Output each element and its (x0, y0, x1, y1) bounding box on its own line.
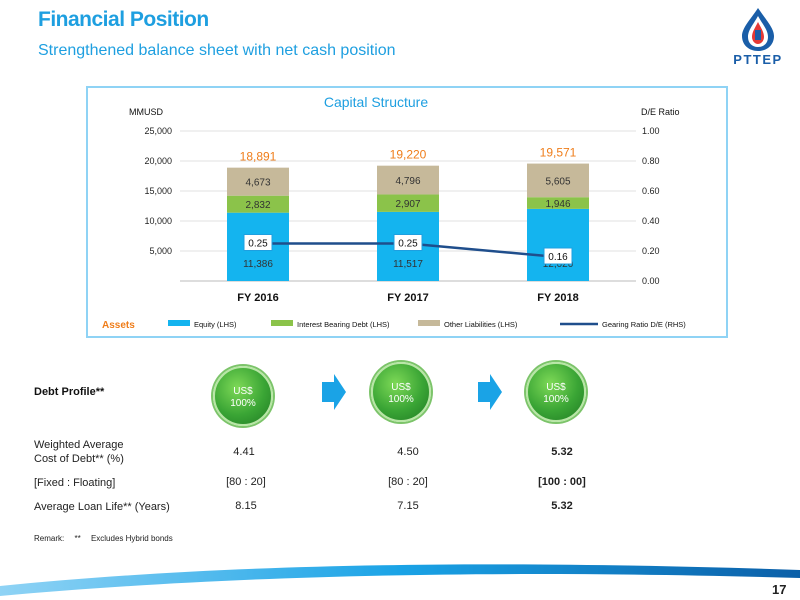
gearing-ratio-label-box (243, 234, 273, 251)
bar-data-label: 2,907 (395, 199, 420, 210)
remark-label: Remark: (34, 534, 65, 543)
y-axis-label: MMUSD (129, 107, 163, 117)
arrow-right-icon (478, 374, 502, 410)
bar-data-label: 11,386 (243, 259, 273, 270)
legend-label: Equity (LHS) (194, 320, 237, 329)
x-category-label: FY 2018 (537, 292, 578, 304)
gearing-ratio-label: 0.25 (398, 239, 418, 250)
gearing-ratio-label-box (393, 234, 423, 251)
legend-swatch (168, 320, 190, 326)
chart-title: Capital Structure (324, 94, 428, 110)
total-assets-label: 19,220 (390, 148, 427, 162)
bar-data-label: 5,605 (545, 176, 570, 187)
y-tick-label: 20,000 (144, 156, 172, 166)
currency-circle-line2: 100% (388, 394, 414, 405)
cost-of-debt-fy2017: 4.50 (397, 446, 419, 458)
gearing-ratio-label-box (543, 247, 573, 265)
y-tick-label: 5,000 (149, 246, 172, 256)
fixed-floating-fy2016: [80 : 20] (226, 476, 266, 488)
capital-structure-svg: Capital Structure MMUSD D/E Ratio 25,000 20,… (102, 94, 686, 331)
y2-tick-label: 0.80 (642, 156, 660, 166)
remark-text: Excludes Hybrid bonds (90, 534, 173, 543)
currency-circle-line2: 100% (543, 394, 569, 405)
bar-data-label: 4,796 (395, 176, 420, 187)
y2-tick-label: 0.20 (642, 246, 660, 256)
fixed-floating-fy2018: [100 : 00] (538, 476, 586, 488)
row-label-line2: Cost of Debt** (%) (34, 453, 124, 465)
gearing-ratio-label: 0.16 (548, 252, 568, 263)
pttep-flame-drop-icon (742, 8, 774, 51)
currency-circle-fy2017: US$ 100% (371, 362, 431, 422)
bar-segment (227, 195, 289, 213)
logo-text: PTTEP (733, 52, 783, 67)
y2-tick-label: 0.00 (642, 276, 660, 286)
legend-label: Gearing Ratio D/E (RHS) (602, 320, 686, 329)
legend-assets: Assets (102, 320, 135, 331)
bar-segment (527, 208, 589, 281)
total-assets-label: 18,891 (240, 150, 277, 164)
loan-life-fy2018: 5.32 (551, 500, 573, 512)
bar-segment (227, 167, 289, 196)
y2-tick-label: 0.40 (642, 216, 660, 226)
currency-circle-line1: US$ (233, 386, 253, 397)
remark: Remark: ** Excludes Hybrid bonds (34, 534, 173, 543)
bar-segment (527, 163, 589, 198)
loan-life-fy2016: 8.15 (235, 500, 257, 512)
cost-of-debt-fy2016: 4.41 (233, 446, 255, 458)
total-assets-label: 19,571 (540, 146, 577, 160)
page-number: 17 (772, 582, 787, 597)
arrow-right-icon (322, 374, 346, 410)
bar-data-label: 2,832 (245, 200, 270, 211)
page-title: Financial Position (38, 8, 209, 31)
row-label-loan-life: Average Loan Life** (Years) (34, 501, 170, 513)
bar-segment (527, 197, 589, 209)
y-tick-label: 15,000 (144, 186, 172, 196)
legend-label: Interest Bearing Debt (LHS) (297, 320, 390, 329)
currency-circle-line1: US$ (546, 382, 566, 393)
legend-swatch (418, 320, 440, 326)
row-label-fixed-floating: [Fixed : Floating] (34, 477, 116, 489)
legend-swatch (271, 320, 293, 326)
bar-data-label: 11,517 (393, 259, 423, 270)
row-label-line1: Weighted Average (34, 439, 124, 451)
debt-profile-label: Debt Profile** (34, 386, 105, 398)
y2-tick-label: 0.60 (642, 186, 660, 196)
capital-structure-chart: Capital Structure MMUSD D/E Ratio 25,000 20,… (86, 86, 728, 338)
loan-life-fy2017: 7.15 (397, 500, 419, 512)
gearing-ratio-label: 0.25 (248, 239, 268, 250)
bar-data-label: 4,673 (245, 178, 270, 189)
bar-segment (377, 165, 439, 195)
pttep-logo: PTTEP (722, 6, 794, 72)
currency-circle-fy2018: US$ 100% (526, 362, 586, 422)
x-category-label: FY 2016 (237, 292, 278, 304)
currency-circle-line1: US$ (391, 382, 411, 393)
fixed-floating-fy2017: [80 : 20] (388, 476, 428, 488)
currency-circle-fy2016: US$ 100% (213, 366, 273, 426)
y2-tick-label: 1.00 (642, 126, 660, 136)
bar-data-label: 1,946 (545, 199, 570, 210)
cost-of-debt-fy2018: 5.32 (551, 446, 573, 458)
row-label-cost-of-debt: Weighted Average Cost of Debt** (%) (34, 438, 124, 466)
y2-axis-label: D/E Ratio (641, 107, 680, 117)
remark-marker: ** (74, 534, 81, 543)
page-subtitle: Strengthened balance sheet with net cash… (38, 42, 396, 59)
legend-label: Other Liabilities (LHS) (444, 320, 518, 329)
y-tick-label: 25,000 (144, 126, 172, 136)
x-category-label: FY 2017 (387, 292, 428, 304)
currency-circle-line2: 100% (230, 398, 256, 409)
y-tick-label: 10,000 (144, 216, 172, 226)
footer-wave-decoration (0, 564, 800, 596)
bar-segment (377, 194, 439, 212)
